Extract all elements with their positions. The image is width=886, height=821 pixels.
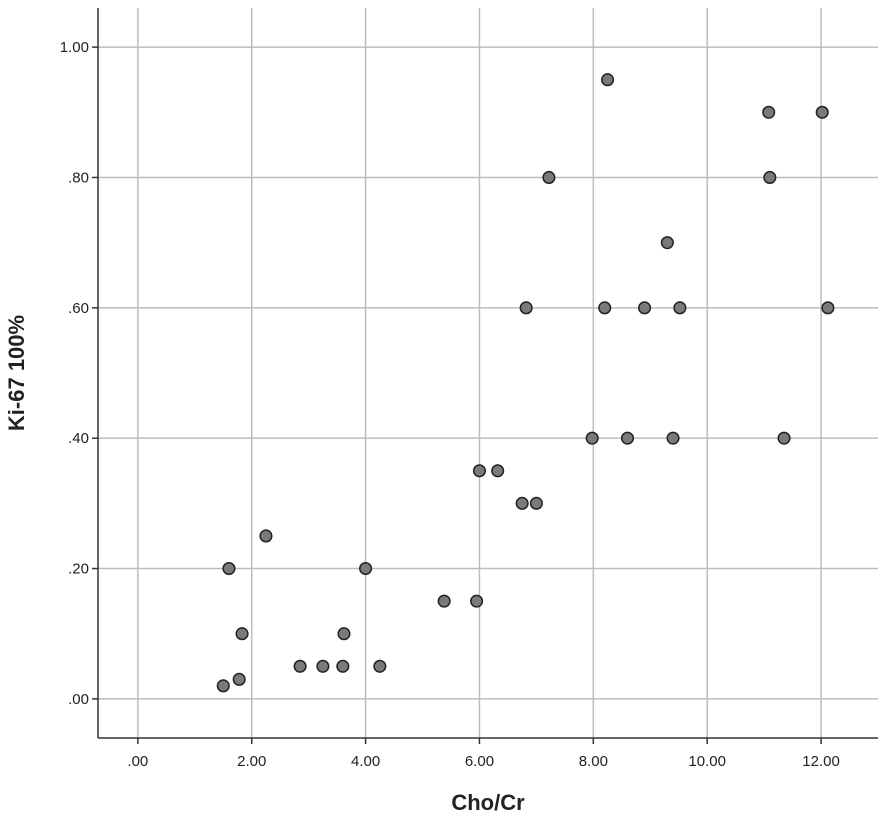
data-point	[598, 301, 612, 315]
y-tick-label-4: .80	[68, 169, 89, 186]
data-point	[815, 105, 829, 119]
y-axis-ticks: .00 .20 .40 .60 .80 1.00	[60, 39, 98, 708]
x-axis-ticks: .00 2.00 4.00 6.00 8.00 10.00 12.00	[127, 738, 840, 770]
y-tick-label-5: 1.00	[60, 39, 89, 56]
data-point	[437, 594, 451, 608]
x-tick-label-0: .00	[127, 753, 148, 770]
data-point	[491, 464, 505, 478]
data-point	[293, 659, 307, 673]
data-point	[529, 496, 543, 510]
data-point	[336, 659, 350, 673]
x-tick-label-2: 4.00	[351, 753, 380, 770]
data-point	[821, 301, 835, 315]
data-point	[601, 73, 615, 87]
data-point	[763, 170, 777, 185]
data-point	[359, 561, 373, 576]
data-point	[620, 431, 635, 445]
data-point	[660, 236, 674, 250]
data-point	[235, 627, 249, 641]
x-tick-label-4: 8.00	[579, 753, 608, 770]
data-point	[777, 431, 791, 445]
data-point	[519, 301, 533, 315]
data-point	[585, 431, 599, 445]
y-tick-label-3: .60	[68, 300, 89, 317]
x-tick-label-1: 2.00	[237, 753, 266, 770]
x-tick-label-6: 12.00	[802, 753, 840, 770]
data-point	[762, 105, 776, 119]
data-point	[673, 301, 687, 315]
data-point	[472, 464, 487, 478]
x-tick-label-3: 6.00	[465, 753, 494, 770]
y-tick-label-1: .20	[68, 561, 89, 578]
grid	[98, 8, 878, 738]
y-axis-title: Ki-67 100%	[4, 315, 29, 431]
data-point	[316, 659, 330, 673]
data-point	[542, 170, 556, 185]
axes	[97, 8, 878, 739]
data-point	[373, 659, 387, 673]
data-point	[470, 594, 484, 608]
x-axis-title: Cho/Cr	[451, 790, 525, 815]
data-point	[232, 672, 246, 686]
x-tick-label-5: 10.00	[688, 753, 726, 770]
data-point	[515, 496, 529, 510]
data-points	[216, 73, 835, 693]
y-tick-label-0: .00	[68, 691, 89, 708]
data-point	[638, 301, 652, 315]
y-tick-label-2: .40	[68, 430, 89, 447]
data-point	[216, 679, 230, 693]
data-point	[222, 561, 236, 576]
data-point	[259, 529, 273, 543]
data-point	[337, 627, 351, 641]
data-point	[666, 431, 680, 445]
